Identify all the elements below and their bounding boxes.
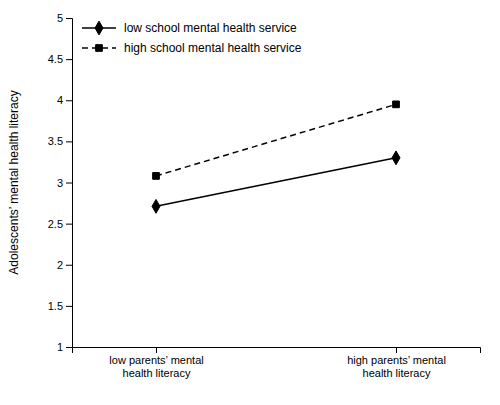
legend-marker — [96, 45, 103, 52]
y-tick-label: 2.5 — [48, 218, 63, 230]
series-marker — [152, 199, 160, 213]
y-axis-title: Adolescents’ mental health literacy — [7, 90, 21, 274]
series-marker — [153, 173, 160, 180]
y-tick-mark — [66, 18, 72, 19]
x-tick-label-line: low parents’ mental — [109, 354, 203, 366]
y-tick-label: 2 — [57, 259, 63, 271]
series-line — [156, 158, 396, 207]
marks — [152, 101, 400, 213]
series-marker — [393, 101, 400, 108]
x-tick-mark — [156, 347, 157, 353]
y-tick: 3 — [57, 177, 72, 189]
series-marker — [392, 151, 400, 165]
x-axis-line — [73, 348, 481, 354]
y-tick-mark — [66, 306, 72, 307]
y-tick: 5 — [57, 12, 72, 24]
y-tick: 1 — [57, 341, 72, 353]
plot: 11.522.533.544.55low parents’ mentalheal… — [48, 12, 481, 379]
y-tick-mark — [66, 183, 72, 184]
legend-item: high school mental health service — [82, 41, 302, 55]
x-tick: high parents’ mentalhealth literacy — [347, 347, 446, 379]
legend: low school mental health service high sch… — [82, 21, 302, 55]
series-line — [156, 104, 396, 176]
y-tick-label: 1.5 — [48, 300, 63, 312]
x-tick-label-line: health literacy — [363, 367, 431, 379]
legend-marker — [95, 21, 103, 35]
chart: 11.522.533.544.55low parents’ mentalheal… — [0, 0, 500, 405]
y-tick-label: 3 — [57, 177, 63, 189]
y-tick-mark — [66, 100, 72, 101]
x-tick-label-line: high parents’ mental — [347, 354, 446, 366]
x-tick-mark — [396, 347, 397, 353]
y-tick: 4 — [57, 94, 72, 106]
legend-label: high school mental health service — [124, 41, 302, 55]
y-tick-mark — [66, 224, 72, 225]
y-tick-mark — [66, 59, 72, 60]
y-tick-mark — [66, 141, 72, 142]
legend-item: low school mental health service — [82, 21, 297, 35]
y-tick-label: 3.5 — [48, 135, 63, 147]
legend-label: low school mental health service — [124, 21, 297, 35]
y-tick-label: 4 — [57, 94, 63, 106]
y-tick-label: 4.5 — [48, 53, 63, 65]
x-tick-label-line: health literacy — [123, 367, 191, 379]
y-tick: 2.5 — [48, 218, 72, 230]
y-tick-label: 1 — [57, 341, 63, 353]
y-tick: 2 — [57, 259, 72, 271]
x-tick-label: high parents’ mentalhealth literacy — [347, 354, 446, 379]
y-tick-mark — [66, 347, 72, 348]
chart-container: 11.522.533.544.55low parents’ mentalheal… — [0, 0, 500, 405]
x-tick-label: low parents’ mentalhealth literacy — [109, 354, 203, 379]
y-tick: 1.5 — [48, 300, 72, 312]
x-axis: low parents’ mentalhealth literacyhigh p… — [73, 347, 481, 379]
y-tick: 4.5 — [48, 53, 72, 65]
y-tick: 3.5 — [48, 135, 72, 147]
y-tick-mark — [66, 265, 72, 266]
y-axis: 1 1.5 2 2.5 3 3.5 4 4.5 5 — [48, 12, 73, 353]
x-tick: low parents’ mentalhealth literacy — [109, 347, 203, 379]
y-axis-line — [66, 19, 73, 348]
y-tick-label: 5 — [57, 12, 63, 24]
